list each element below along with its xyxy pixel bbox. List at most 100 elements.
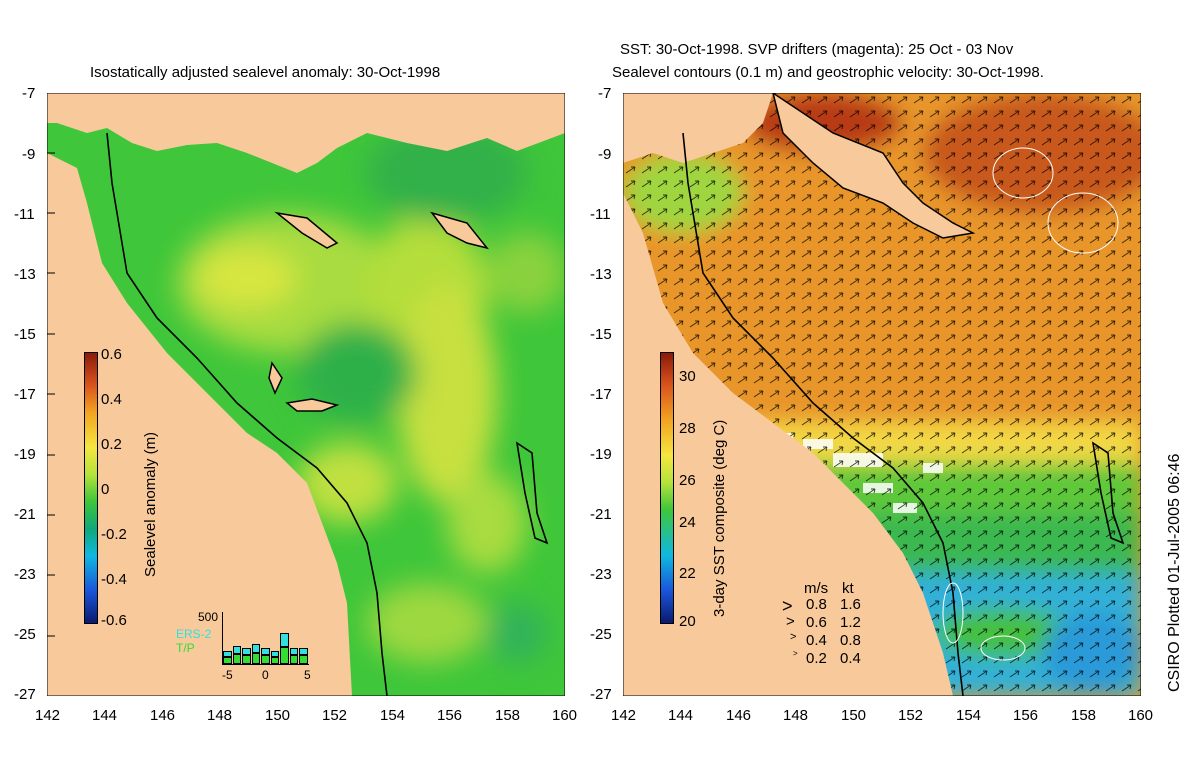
left-lat-4: -15 bbox=[14, 326, 36, 343]
left-cbar-tick-4: -0.2 bbox=[101, 526, 127, 543]
right-lat-7: -21 bbox=[590, 506, 612, 523]
right-lat-6: -19 bbox=[590, 446, 612, 463]
inset-xtick-0: -5 bbox=[222, 668, 233, 682]
inset-bar-tp bbox=[242, 655, 251, 664]
inset-bar-ers2 bbox=[261, 648, 270, 655]
right-lon-7: 156 bbox=[1013, 707, 1039, 724]
inset-bar-tp bbox=[289, 655, 299, 664]
right-map-land bbox=[623, 93, 773, 163]
right-lon-3: 148 bbox=[783, 707, 809, 724]
inset-bar-ers2 bbox=[289, 648, 299, 655]
inset-xtick-2: 5 bbox=[304, 668, 311, 682]
right-lat-3: -13 bbox=[590, 266, 612, 283]
inset-max-label: 500 bbox=[198, 610, 219, 624]
right-lon-4: 150 bbox=[841, 707, 867, 724]
inset-legend-ers2: ERS-2 bbox=[176, 627, 212, 641]
right-lon-9: 160 bbox=[1128, 707, 1154, 724]
inset-bar-ers2 bbox=[299, 648, 308, 655]
inset-bar-tp bbox=[299, 655, 308, 664]
left-cbar-tick-0: 0.6 bbox=[101, 346, 122, 363]
left-lat-1: -9 bbox=[22, 146, 36, 163]
left-lat-0: -7 bbox=[22, 85, 36, 102]
inset-bar-ers2 bbox=[270, 651, 280, 657]
right-lon-5: 152 bbox=[898, 707, 924, 724]
right-lon-8: 158 bbox=[1071, 707, 1097, 724]
right-lon-6: 154 bbox=[956, 707, 982, 724]
velocity-key-arrow-0: > bbox=[782, 596, 793, 616]
right-map-sst bbox=[623, 93, 1141, 696]
right-cbar-tick-5: 20 bbox=[679, 613, 696, 630]
inset-bar-tp bbox=[280, 647, 289, 664]
track-inset bbox=[222, 612, 309, 665]
velocity-key-kt-3: 0.4 bbox=[840, 650, 861, 667]
right-lon-1: 144 bbox=[668, 707, 694, 724]
right-lat-5: -17 bbox=[590, 386, 612, 403]
right-lon-2: 146 bbox=[726, 707, 752, 724]
left-lat-5: -17 bbox=[14, 386, 36, 403]
left-map-sealevel bbox=[47, 93, 565, 696]
left-cbar-tick-2: 0.2 bbox=[101, 436, 122, 453]
velocity-key-kt-0: 1.6 bbox=[840, 596, 861, 613]
right-cbar-label: 3-day SST composite (deg C) bbox=[711, 419, 728, 617]
left-cbar-tick-5: -0.4 bbox=[101, 571, 127, 588]
inset-bar-ers2 bbox=[280, 633, 289, 647]
right-lat-9: -25 bbox=[590, 626, 612, 643]
inset-bar-tp bbox=[251, 653, 261, 664]
left-map-land bbox=[47, 93, 565, 173]
velocity-key-ms-1: 0.6 bbox=[806, 614, 827, 631]
left-colorbar bbox=[84, 352, 98, 624]
velocity-key-kt-2: 0.8 bbox=[840, 632, 861, 649]
left-lat-8: -23 bbox=[14, 566, 36, 583]
left-lon-5: 152 bbox=[322, 707, 348, 724]
left-map-title: Isostatically adjusted sealevel anomaly:… bbox=[90, 64, 441, 81]
velocity-key-arrow-3: > bbox=[793, 649, 798, 658]
inset-bar-tp bbox=[270, 657, 280, 664]
left-cbar-tick-6: -0.6 bbox=[101, 612, 127, 629]
inset-legend-tp: T/P bbox=[176, 641, 195, 655]
left-lon-3: 148 bbox=[207, 707, 233, 724]
right-lat-10: -27 bbox=[590, 686, 612, 703]
left-lon-7: 156 bbox=[437, 707, 463, 724]
right-cbar-tick-0: 30 bbox=[679, 368, 696, 385]
right-lat-4: -15 bbox=[590, 326, 612, 343]
inset-bar-ers2 bbox=[232, 646, 242, 654]
right-lat-8: -23 bbox=[590, 566, 612, 583]
left-lat-6: -19 bbox=[14, 446, 36, 463]
right-map-title-line1: SST: 30-Oct-1998. SVP drifters (magenta)… bbox=[620, 41, 1014, 58]
velocity-key-arrow-1: > bbox=[786, 613, 795, 630]
left-lon-0: 142 bbox=[35, 707, 61, 724]
right-lon-0: 142 bbox=[611, 707, 637, 724]
left-lon-8: 158 bbox=[495, 707, 521, 724]
inset-bar-tp bbox=[223, 657, 232, 664]
right-lat-1: -9 bbox=[598, 146, 612, 163]
left-lat-3: -13 bbox=[14, 266, 36, 283]
left-lon-6: 154 bbox=[380, 707, 406, 724]
left-lat-2: -11 bbox=[14, 206, 35, 223]
left-lat-10: -27 bbox=[14, 686, 36, 703]
right-lat-0: -7 bbox=[598, 85, 612, 102]
right-map-title-line2: Sealevel contours (0.1 m) and geostrophi… bbox=[612, 64, 1044, 81]
velocity-key-arrow-2: > bbox=[790, 631, 797, 643]
velocity-key-header-kt: kt bbox=[842, 580, 854, 597]
left-lat-9: -25 bbox=[14, 626, 36, 643]
inset-bar-tp bbox=[232, 654, 242, 664]
left-cbar-label: Sealevel anomaly (m) bbox=[142, 431, 159, 577]
velocity-key-kt-1: 1.2 bbox=[840, 614, 861, 631]
inset-bar-ers2 bbox=[223, 651, 232, 657]
right-lat-2: -11 bbox=[590, 206, 611, 223]
right-cbar-tick-1: 28 bbox=[679, 420, 696, 437]
right-cbar-tick-2: 26 bbox=[679, 472, 696, 489]
velocity-key-ms-2: 0.4 bbox=[806, 632, 827, 649]
inset-bars bbox=[223, 612, 309, 664]
left-lon-4: 150 bbox=[265, 707, 291, 724]
velocity-key-ms-0: 0.8 bbox=[806, 596, 827, 613]
left-cbar-tick-1: 0.4 bbox=[101, 391, 122, 408]
left-lon-1: 144 bbox=[92, 707, 118, 724]
velocity-key-ms-3: 0.2 bbox=[806, 650, 827, 667]
left-cbar-tick-3: 0 bbox=[101, 481, 110, 498]
velocity-key-header-ms: m/s bbox=[804, 580, 829, 597]
right-colorbar bbox=[660, 352, 674, 624]
inset-bar-tp bbox=[261, 655, 270, 664]
inset-bar-ers2 bbox=[251, 644, 261, 653]
inset-bar-ers2 bbox=[242, 648, 251, 655]
